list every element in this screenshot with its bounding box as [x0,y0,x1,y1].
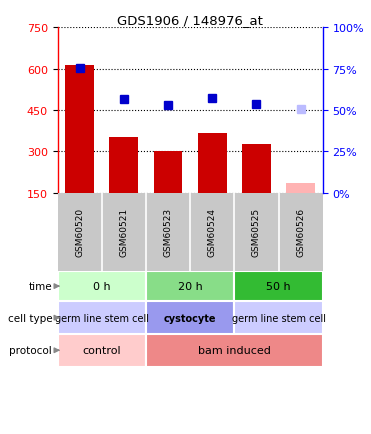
Bar [286,184,315,193]
Bar [146,271,234,302]
Text: cell type: cell type [7,313,52,323]
Text: GSM60523: GSM60523 [164,208,173,256]
Bar [53,421,72,434]
Text: protocol: protocol [9,345,52,355]
Bar [53,405,72,418]
Text: GSM60521: GSM60521 [119,208,128,256]
Text: GSM60520: GSM60520 [75,208,84,256]
Bar [146,302,234,334]
Text: germ line stem cell: germ line stem cell [232,313,326,323]
Text: GSM60525: GSM60525 [252,208,261,256]
Text: rank, Detection Call = ABSENT: rank, Detection Call = ABSENT [86,423,232,432]
Title: GDS1906 / 148976_at: GDS1906 / 148976_at [117,14,263,27]
Text: germ line stem cell: germ line stem cell [55,313,149,323]
Text: 20 h: 20 h [178,282,203,291]
Text: control: control [82,345,121,355]
Text: count: count [86,376,113,385]
Text: 0 h: 0 h [93,282,111,291]
Text: cystocyte: cystocyte [164,313,216,323]
Bar [198,134,227,193]
Text: bam induced: bam induced [198,345,271,355]
Bar [58,271,146,302]
Bar [58,334,146,367]
Bar [53,374,72,387]
Bar [234,302,323,334]
Text: value, Detection Call = ABSENT: value, Detection Call = ABSENT [86,408,237,416]
Bar [65,66,94,193]
Text: GSM60524: GSM60524 [208,208,217,256]
Bar [109,138,138,193]
Bar [154,152,183,193]
Bar [53,390,72,403]
Text: percentile rank within the sample: percentile rank within the sample [86,392,246,401]
Text: GSM60526: GSM60526 [296,208,305,256]
Bar [146,334,323,367]
Bar [58,302,146,334]
Bar [242,145,271,193]
Text: 50 h: 50 h [266,282,291,291]
Text: time: time [29,282,52,291]
Bar [234,271,323,302]
